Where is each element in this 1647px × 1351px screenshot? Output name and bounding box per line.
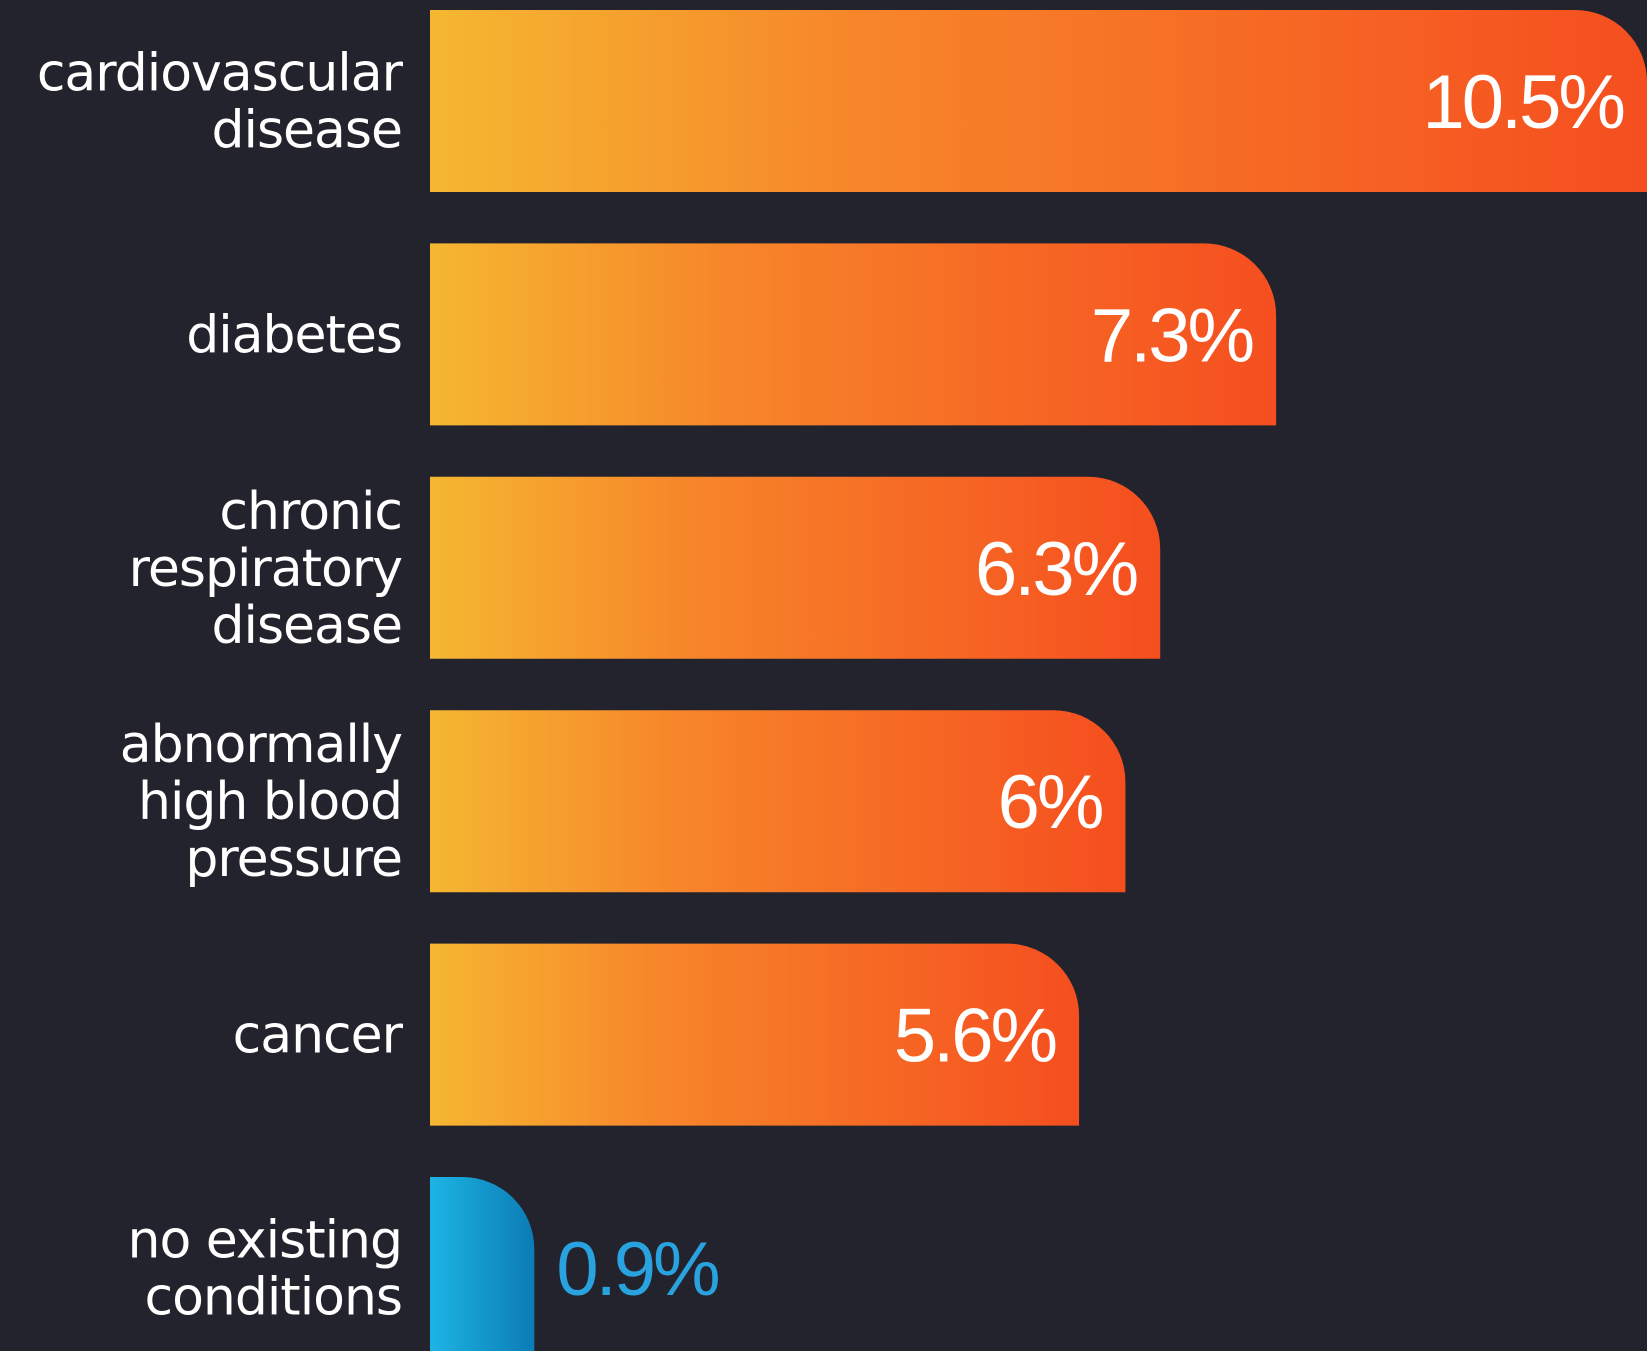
bar-4 xyxy=(430,943,1080,1126)
category-label-line: conditions xyxy=(144,1268,402,1328)
category-label-line: no existing xyxy=(128,1211,403,1271)
bar-0 xyxy=(430,10,1647,192)
category-label-1: diabetes xyxy=(186,305,402,365)
value-label-2: 6.3% xyxy=(975,527,1137,612)
category-label-5: no existing conditions xyxy=(128,1211,403,1328)
category-label-line: cardiovascular xyxy=(37,44,404,104)
category-label-line: respiratory xyxy=(129,539,403,599)
category-label-line: diabetes xyxy=(186,305,402,365)
value-label-1: 7.3% xyxy=(1091,293,1253,378)
bar-2 xyxy=(430,476,1161,659)
bar-3 xyxy=(430,710,1126,893)
category-label-0: cardiovascular disease xyxy=(37,44,404,161)
bar-5 xyxy=(430,1177,535,1351)
value-label-4: 5.6% xyxy=(894,994,1056,1079)
category-label-3: abnormally high blood pressure xyxy=(120,715,403,889)
category-label-line: pressure xyxy=(185,829,402,889)
category-label-line: disease xyxy=(212,596,403,656)
category-label-4: cancer xyxy=(233,1006,404,1066)
category-label-line: abnormally xyxy=(120,715,403,775)
value-labels-layer: 10.5% 7.3% 6.3% 6% 5.6% 0.9% xyxy=(556,60,1626,1312)
value-label-3: 6% xyxy=(998,760,1102,845)
category-label-line: cancer xyxy=(233,1006,404,1066)
value-label-0: 10.5% xyxy=(1423,60,1624,145)
bar-1 xyxy=(430,243,1277,426)
value-label-5: 0.9% xyxy=(556,1227,718,1312)
category-label-line: high blood xyxy=(138,772,402,832)
category-label-line: disease xyxy=(212,101,403,161)
category-label-2: chronic respiratory disease xyxy=(129,482,403,656)
category-label-line: chronic xyxy=(219,482,402,542)
bars-layer xyxy=(430,10,1647,1351)
